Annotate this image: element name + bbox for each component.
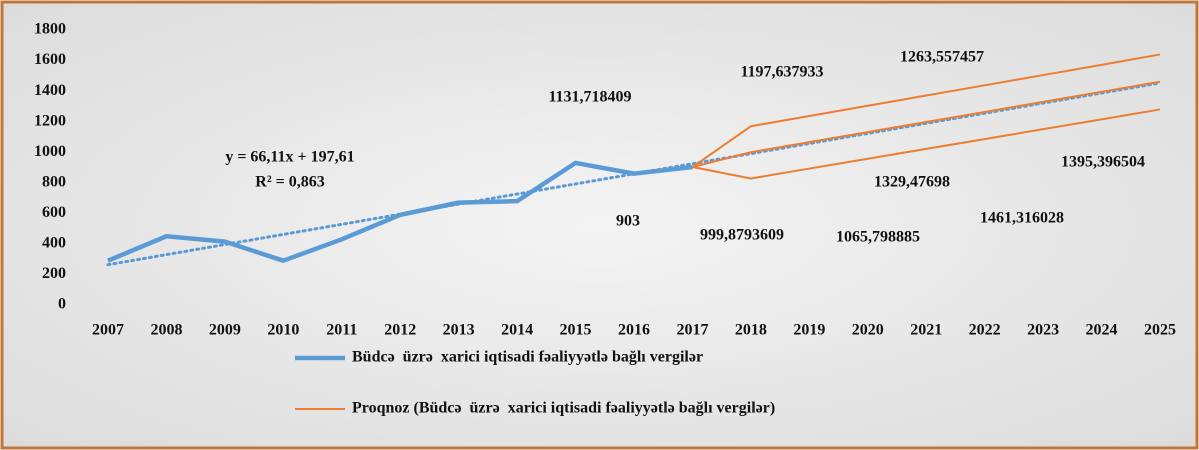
series-line [692,80,1161,169]
data-label: 903 [616,213,640,230]
y-tick-label: 600 [42,204,66,221]
x-tick-label: 2009 [209,322,241,339]
y-tick-label: 1000 [34,143,66,160]
series-line [107,160,693,263]
legend-label: Proqnoz (Büdcə üzrə xarici iqtisadi fəal… [352,400,775,417]
x-tick-label: 2024 [1086,322,1118,339]
x-tick-label: 2011 [326,322,357,339]
x-tick-label: 2017 [676,322,708,339]
x-tick-label: 2010 [267,322,299,339]
trendline-r-squared: R² = 0,863 [255,174,324,191]
data-label: 1329,47698 [874,174,950,191]
x-tick-label: 2014 [501,322,533,339]
y-tick-label: 400 [42,235,66,252]
x-tick-label: 2015 [560,322,592,339]
data-label: 1395,396504 [1061,154,1145,171]
x-tick-label: 2019 [793,322,825,339]
y-tick-label: 1800 [34,21,66,38]
y-tick-label: 1400 [34,82,66,99]
y-tick-label: 0 [58,296,66,313]
data-label: 1131,718409 [548,89,631,106]
x-tick-label: 2023 [1027,322,1059,339]
x-tick-label: 2022 [969,322,1001,339]
data-label: 1461,316028 [980,210,1064,227]
data-label: 1065,798885 [836,229,920,246]
data-label: 1263,557457 [900,49,984,66]
x-tick-label: 2020 [852,322,884,339]
legend-label: Büdcə üzrə xarici iqtisadi fəaliyyətlə b… [352,349,703,366]
data-label: 1197,637933 [740,64,823,81]
y-tick-label: 200 [42,265,66,282]
trendline-equation: y = 66,11x + 197,61 [225,149,354,166]
y-tick-label: 1600 [34,51,66,68]
x-tick-label: 2021 [910,322,942,339]
x-tick-label: 2008 [150,322,182,339]
y-tick-label: 800 [42,173,66,190]
data-label: 999,8793609 [700,227,784,244]
y-tick-label: 1200 [34,112,66,129]
x-tick-label: 2025 [1144,322,1176,339]
series-line [692,108,1161,180]
x-tick-label: 2012 [384,322,416,339]
x-tick-label: 2007 [92,322,124,339]
x-tick-label: 2016 [618,322,650,339]
series-line [691,53,1161,168]
x-tick-label: 2018 [735,322,767,339]
x-tick-label: 2013 [443,322,475,339]
